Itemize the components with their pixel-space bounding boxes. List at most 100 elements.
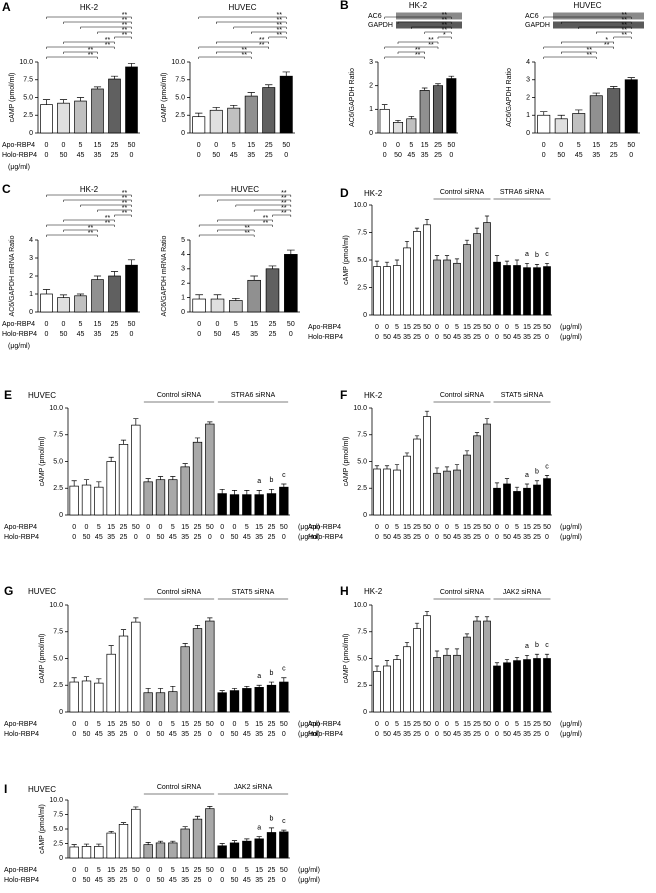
x-row-label: Holo-RBP4: [308, 334, 343, 341]
significance-label: **: [122, 205, 128, 212]
y-tick-label: 10.0: [49, 405, 63, 412]
x-tick-label: 0: [385, 524, 389, 531]
bar: [373, 670, 381, 713]
x-tick-label: 0: [495, 731, 499, 738]
x-tick-label: 15: [107, 524, 115, 531]
error-bar: [219, 488, 225, 494]
significance-label: **: [442, 27, 448, 34]
bar: [106, 653, 116, 713]
y-tick-label: 3: [29, 255, 33, 262]
error-bar: [157, 476, 164, 480]
error-bar: [108, 830, 114, 834]
error-bar: [540, 111, 548, 116]
blot-band: [553, 21, 644, 29]
x-tick-label: 45: [243, 877, 251, 884]
error-bar: [194, 624, 201, 629]
error-bar: [282, 71, 290, 77]
x-tick-label: 0: [542, 142, 546, 149]
x-tick-label: 15: [255, 721, 263, 728]
x-row-label: Holo-RBP4: [308, 731, 343, 738]
bar: [69, 485, 79, 516]
x-tick-label: 0: [505, 721, 509, 728]
x-tick-label: 25: [533, 324, 541, 331]
significance-bracket: [217, 199, 292, 202]
significance-label: **: [105, 215, 111, 222]
significance-bracket: [543, 16, 632, 19]
x-tick-label: 25: [194, 867, 202, 874]
bar: [125, 66, 138, 134]
bar: [413, 231, 421, 316]
x-tick-label: 0: [197, 331, 201, 338]
x-tick-label: 0: [435, 524, 439, 531]
error-bar: [244, 838, 250, 842]
chart-title: HUVEC: [228, 3, 256, 12]
annotation: a: [257, 478, 261, 485]
error-bar: [464, 450, 470, 456]
error-bar: [268, 488, 275, 494]
error-bar: [484, 418, 490, 425]
bar: [192, 441, 203, 516]
x-tick-label: 5: [79, 321, 83, 328]
y-tick-label: 0: [59, 855, 63, 862]
bar: [210, 298, 225, 313]
bar: [205, 423, 215, 516]
significance-bracket: [397, 51, 425, 54]
x-tick-label: 25: [268, 721, 276, 728]
bar: [543, 478, 551, 516]
error-bar: [170, 476, 176, 480]
x-tick-label: 0: [375, 721, 379, 728]
error-bar: [424, 410, 430, 417]
error-bar: [514, 259, 520, 266]
x-tick-label: 15: [421, 142, 429, 149]
bar: [523, 659, 531, 713]
x-tick-label: 0: [435, 721, 439, 728]
x-tick-label: 5: [395, 721, 399, 728]
x-tick-label: 50: [423, 524, 431, 531]
y-tick-label: 2.5: [53, 485, 63, 492]
y-tick-label: 0: [29, 309, 33, 316]
error-bar: [127, 259, 136, 266]
bar: [229, 842, 240, 859]
bar: [513, 491, 521, 516]
bar: [503, 662, 511, 713]
annotation: c: [282, 666, 286, 673]
error-bar: [394, 464, 400, 471]
y-tick-label: 10.0: [171, 59, 185, 66]
x-tick-label: 0: [62, 142, 66, 149]
significance-bracket: [46, 46, 115, 49]
panel-label: G: [4, 584, 13, 598]
x-tick-label: 50: [483, 721, 491, 728]
bar: [266, 493, 277, 516]
x-tick-label: 0: [62, 321, 66, 328]
annotation: a: [257, 824, 261, 831]
error-bar: [42, 289, 51, 294]
bar: [180, 828, 190, 859]
significance-label: **: [415, 47, 421, 54]
x-tick-label: 15: [94, 142, 102, 149]
x-tick-label: 0: [72, 534, 76, 541]
y-tick-label: 1: [181, 294, 185, 301]
group-label: Control siRNA: [440, 189, 485, 196]
significance-label: **: [88, 225, 94, 232]
significance-label: **: [105, 37, 111, 44]
x-tick-label: 45: [393, 731, 401, 738]
x-tick-label: 0: [85, 524, 89, 531]
error-bar: [157, 688, 164, 693]
x-tick-label: 0: [375, 524, 379, 531]
x-tick-label: 0: [208, 534, 212, 541]
x-unit: (μg/ml): [560, 524, 582, 531]
bar: [383, 665, 391, 713]
x-tick-label: 5: [171, 721, 175, 728]
x-tick-label: 0: [220, 534, 224, 541]
x-tick-label: 0: [425, 334, 429, 341]
significance-bracket: [46, 56, 98, 59]
chart-title: HUVEC: [28, 587, 56, 596]
x-row-label: Holo-RBP4: [4, 731, 39, 738]
error-bar: [474, 227, 480, 234]
bar: [192, 818, 203, 859]
error-bar: [286, 249, 295, 255]
x-tick-label: 0: [385, 721, 389, 728]
x-tick-label: 35: [181, 534, 189, 541]
y-axis-label: cAMP (pmol/ml): [343, 235, 350, 285]
error-bar: [71, 480, 77, 487]
